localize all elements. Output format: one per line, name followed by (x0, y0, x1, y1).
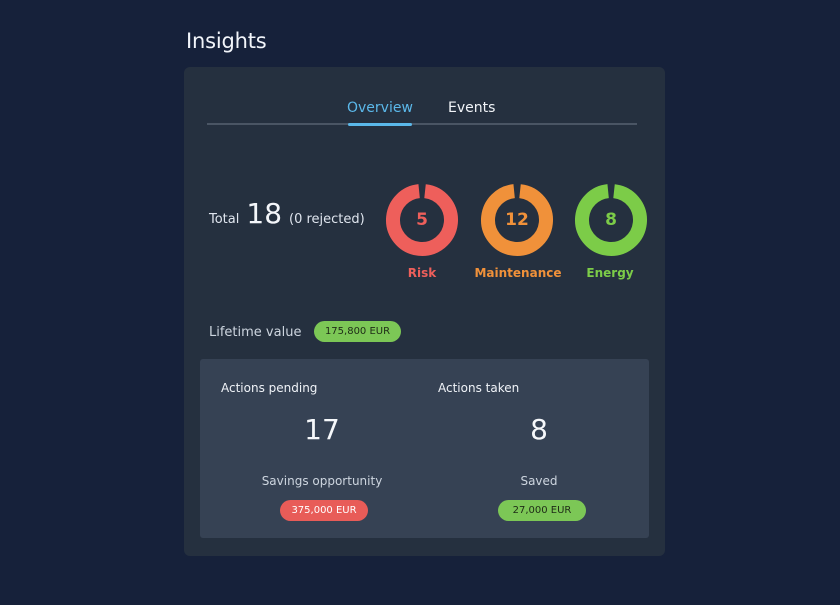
energy-count: 8 (605, 210, 617, 230)
maintenance-ring-icon (481, 184, 553, 256)
total-label: Total (209, 212, 240, 227)
total-summary: Total 18 (0 rejected) (209, 197, 365, 230)
active-tab-indicator (348, 123, 412, 126)
risk-ring-icon (386, 184, 458, 256)
actions-taken-heading: Actions taken (438, 381, 520, 395)
risk-count: 5 (416, 210, 428, 230)
lifetime-value-badge: 175,800 EUR (314, 321, 401, 342)
maintenance-ring[interactable]: 12 (479, 182, 555, 258)
tab-bar: Overview Events (207, 97, 637, 126)
lifetime-value-label: Lifetime value (209, 325, 302, 340)
insights-card: Overview Events Total 18 (0 rejected) 5 … (184, 67, 665, 556)
saved-label: Saved (520, 474, 558, 488)
actions-pending-count: 17 (304, 413, 340, 446)
page-title: Insights (186, 29, 267, 53)
savings-opportunity-label: Savings opportunity (261, 474, 383, 488)
tab-overview[interactable]: Overview (347, 100, 413, 116)
actions-panel: Actions pending 17 Savings opportunity 3… (200, 359, 649, 538)
total-value: 18 (246, 197, 283, 230)
risk-label: Risk (407, 266, 437, 280)
savings-opportunity-badge: 375,000 EUR (280, 500, 368, 521)
actions-pending-heading: Actions pending (221, 381, 318, 395)
energy-ring[interactable]: 8 (573, 182, 649, 258)
risk-ring[interactable]: 5 (384, 182, 460, 258)
saved-badge: 27,000 EUR (498, 500, 586, 521)
actions-taken-count: 8 (530, 413, 548, 446)
tab-events[interactable]: Events (448, 100, 496, 116)
energy-label: Energy (586, 266, 634, 280)
energy-ring-icon (575, 184, 647, 256)
maintenance-count: 12 (505, 210, 529, 230)
rejected-count: (0 rejected) (289, 212, 365, 227)
maintenance-label: Maintenance (474, 266, 562, 280)
